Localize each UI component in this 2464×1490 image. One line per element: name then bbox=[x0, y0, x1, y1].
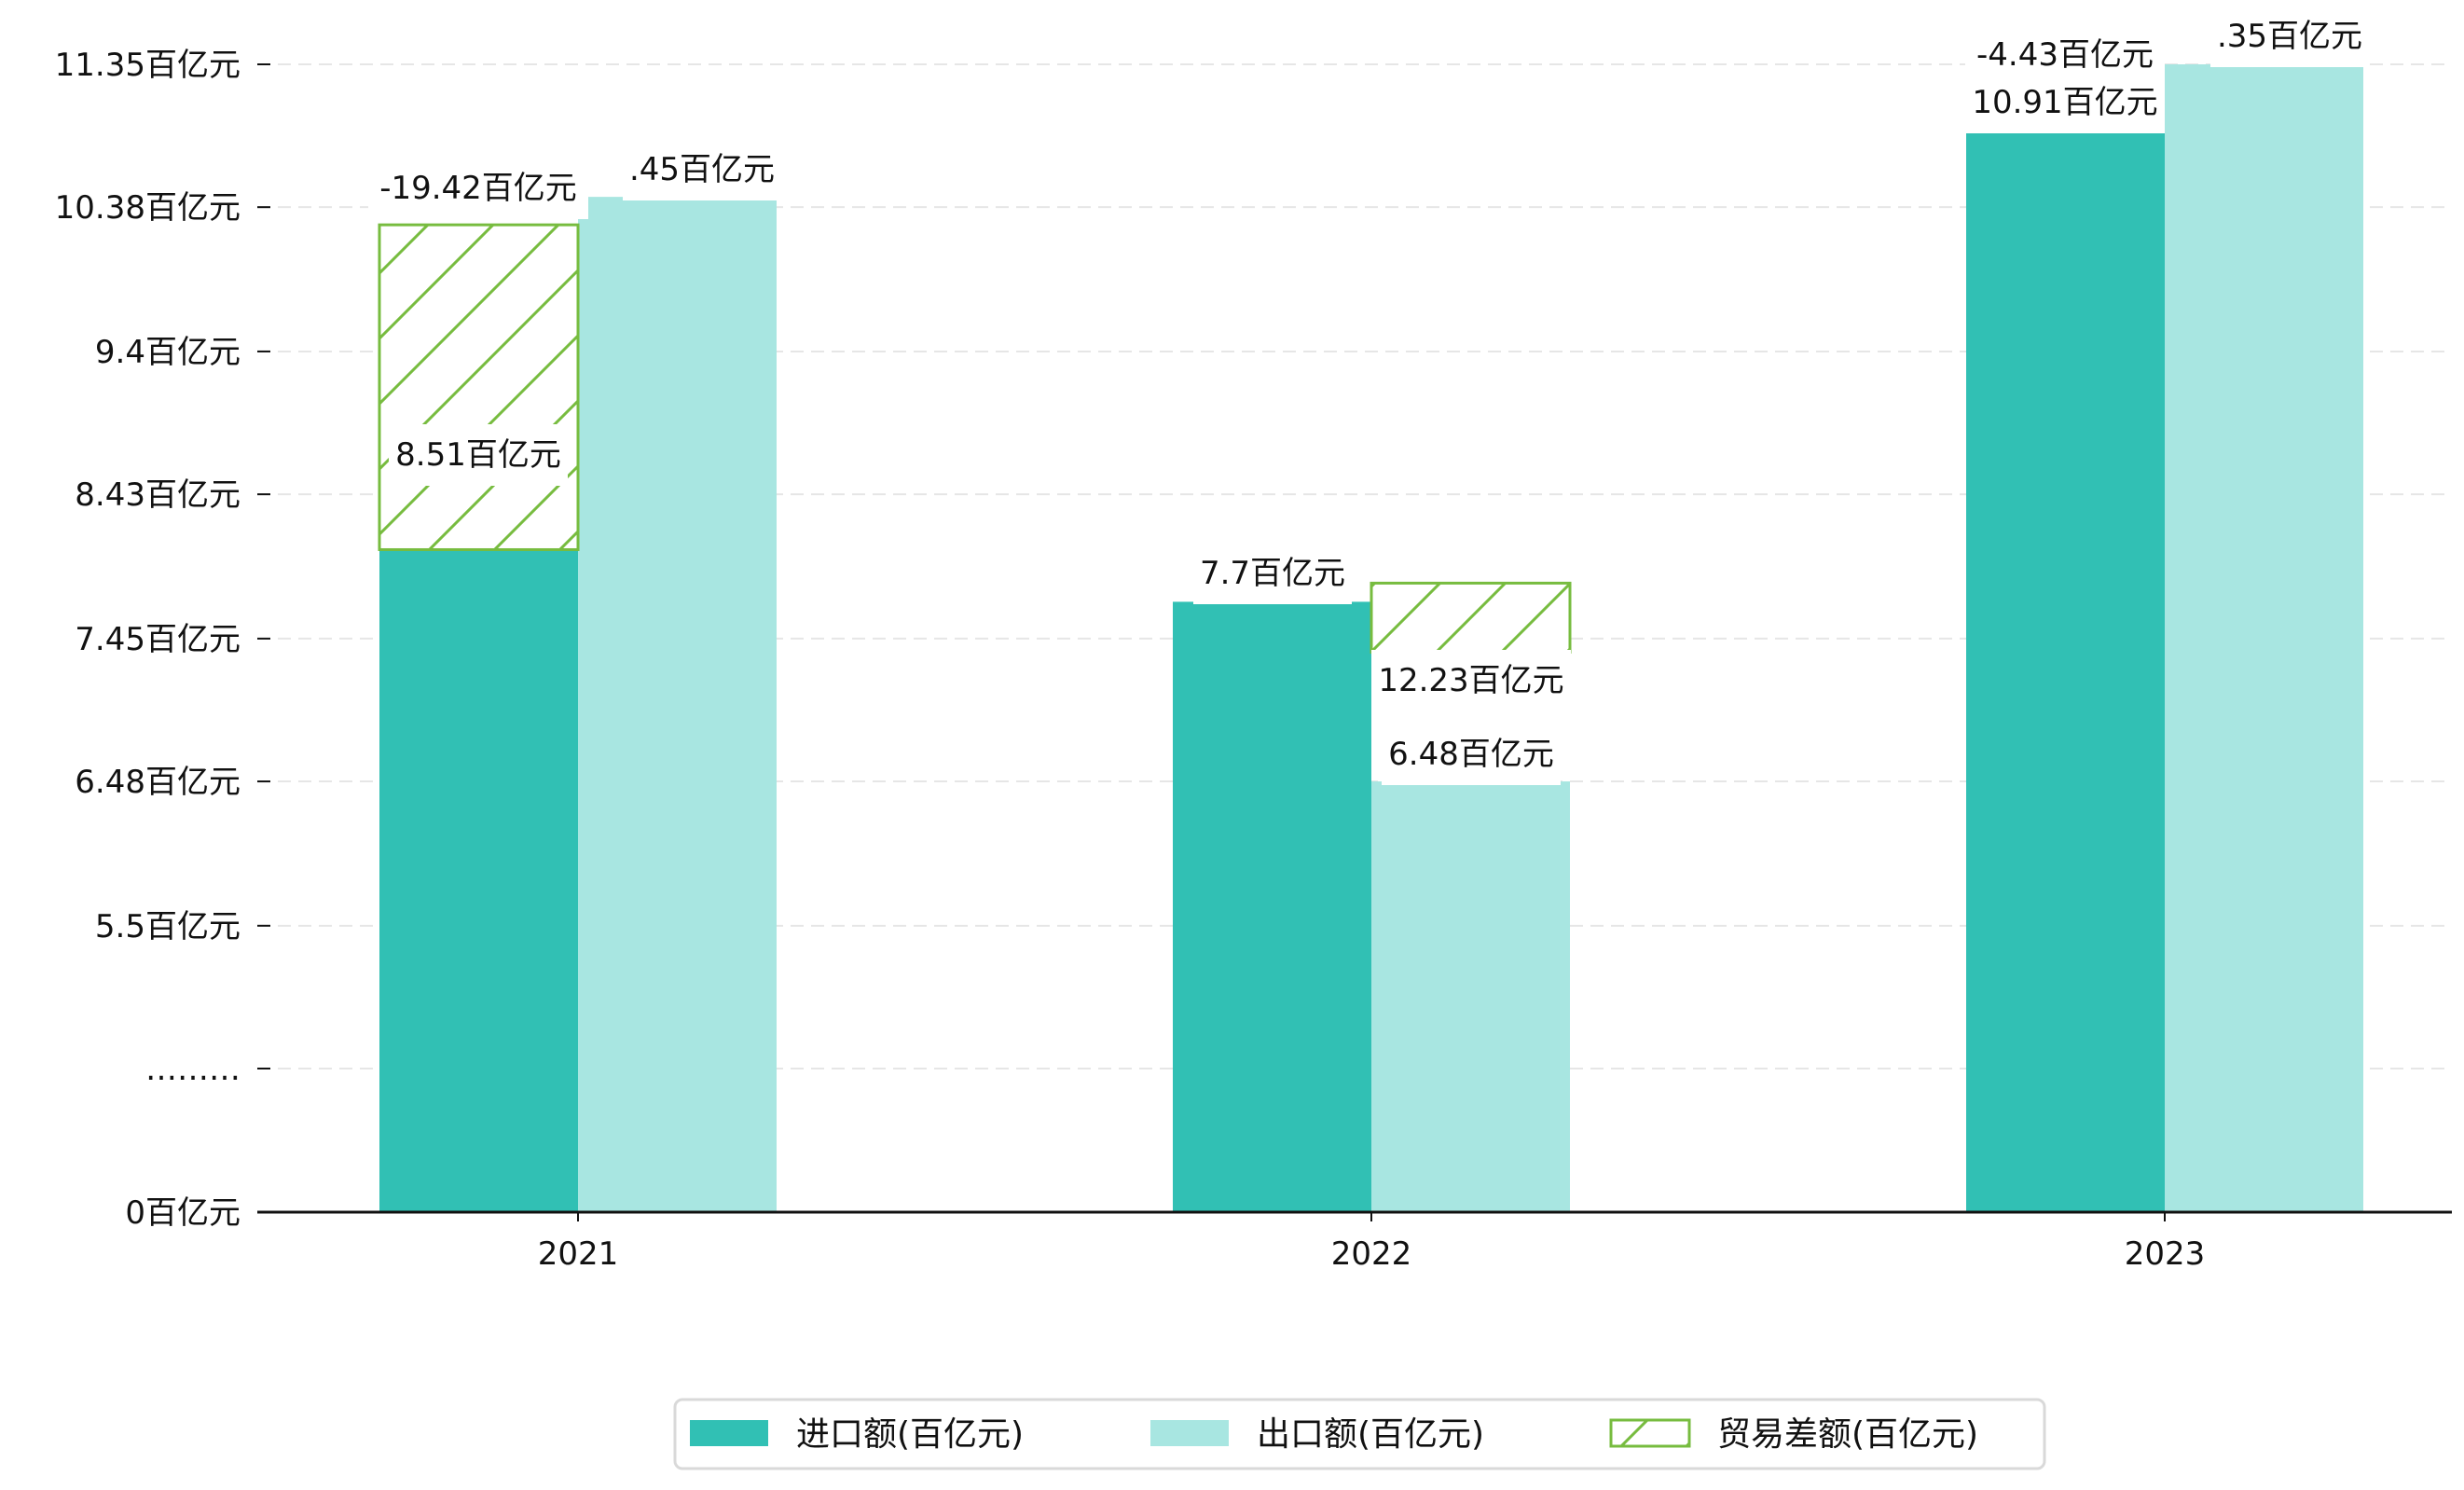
import-bar bbox=[379, 482, 578, 1212]
axis-layer: 0百亿元 ……… 5.5百亿元 6.48百亿元 7.45百亿元 8.43百亿元 9.4百亿元… bbox=[55, 47, 2452, 1273]
export-label-background bbox=[1382, 724, 1561, 785]
legend-item-export-label: 出口额(百亿元) bbox=[1257, 1415, 1484, 1454]
x-tick-label: 2021 bbox=[538, 1235, 619, 1273]
import-bar bbox=[1966, 129, 2165, 1212]
trade-balance-label: -19.42百亿元 bbox=[379, 170, 577, 207]
y-tick-label: 8.43百亿元 bbox=[75, 476, 241, 514]
data-label-layer: -19.42百亿元 .45百亿元 8.51百亿元 12.23百亿元 6.48百亿元 7.7… bbox=[368, 6, 2369, 785]
legend-item-trade-balance-label: 贸易差额(百亿元) bbox=[1717, 1415, 1978, 1454]
y-tick-label: ……… bbox=[145, 1051, 241, 1088]
legend-item-import-swatch bbox=[690, 1420, 768, 1446]
import-label: 10.91百亿元 bbox=[1972, 84, 2157, 121]
trade-balance-label-background bbox=[1371, 650, 1571, 711]
legend-item-export-swatch bbox=[1150, 1420, 1229, 1446]
y-tick-label: 11.35百亿元 bbox=[55, 47, 241, 84]
trade-balance-label: 12.23百亿元 bbox=[1378, 662, 1563, 699]
y-tick-label: 0百亿元 bbox=[125, 1194, 241, 1232]
y-tick-label: 7.45百亿元 bbox=[75, 621, 241, 658]
bar-layer bbox=[378, 64, 2363, 1212]
import-label: 8.51百亿元 bbox=[395, 436, 561, 474]
x-tick-label: 2023 bbox=[2125, 1235, 2206, 1273]
trade-balance-bar bbox=[1370, 581, 1572, 654]
legend-item-trade-balance-swatch bbox=[1609, 1418, 1691, 1448]
legend-box bbox=[673, 1398, 2046, 1470]
export-label-background bbox=[623, 139, 781, 200]
legend: 进口额(百亿元) 出口额(百亿元) 贸易差额(百亿元) bbox=[673, 1398, 2046, 1470]
export-bar bbox=[578, 197, 777, 1212]
import-bar bbox=[1173, 601, 1371, 1212]
export-label-background bbox=[2210, 6, 2369, 67]
trade-balance-bar bbox=[378, 223, 580, 551]
legend-item-import-label: 进口额(百亿元) bbox=[796, 1415, 1024, 1454]
export-label: .35百亿元 bbox=[2217, 18, 2362, 55]
export-bar bbox=[2165, 64, 2363, 1212]
y-tick-label: 10.38百亿元 bbox=[55, 189, 241, 227]
y-tick-label: 5.5百亿元 bbox=[95, 908, 241, 945]
y-tick-label: 9.4百亿元 bbox=[95, 334, 241, 371]
import-label: 7.7百亿元 bbox=[1200, 555, 1345, 592]
export-label: 6.48百亿元 bbox=[1388, 736, 1554, 773]
trade-balance-label-background bbox=[368, 158, 588, 219]
x-tick-label: 2022 bbox=[1331, 1235, 1412, 1273]
y-tick-label: 6.48百亿元 bbox=[75, 764, 241, 801]
trade-balance-label: -4.43百亿元 bbox=[1976, 36, 2154, 74]
import-label-background bbox=[1193, 543, 1352, 604]
export-bar bbox=[1371, 781, 1570, 1212]
import-label-background bbox=[1965, 72, 2165, 133]
export-label: .45百亿元 bbox=[629, 151, 775, 188]
import-label-background bbox=[389, 424, 568, 486]
